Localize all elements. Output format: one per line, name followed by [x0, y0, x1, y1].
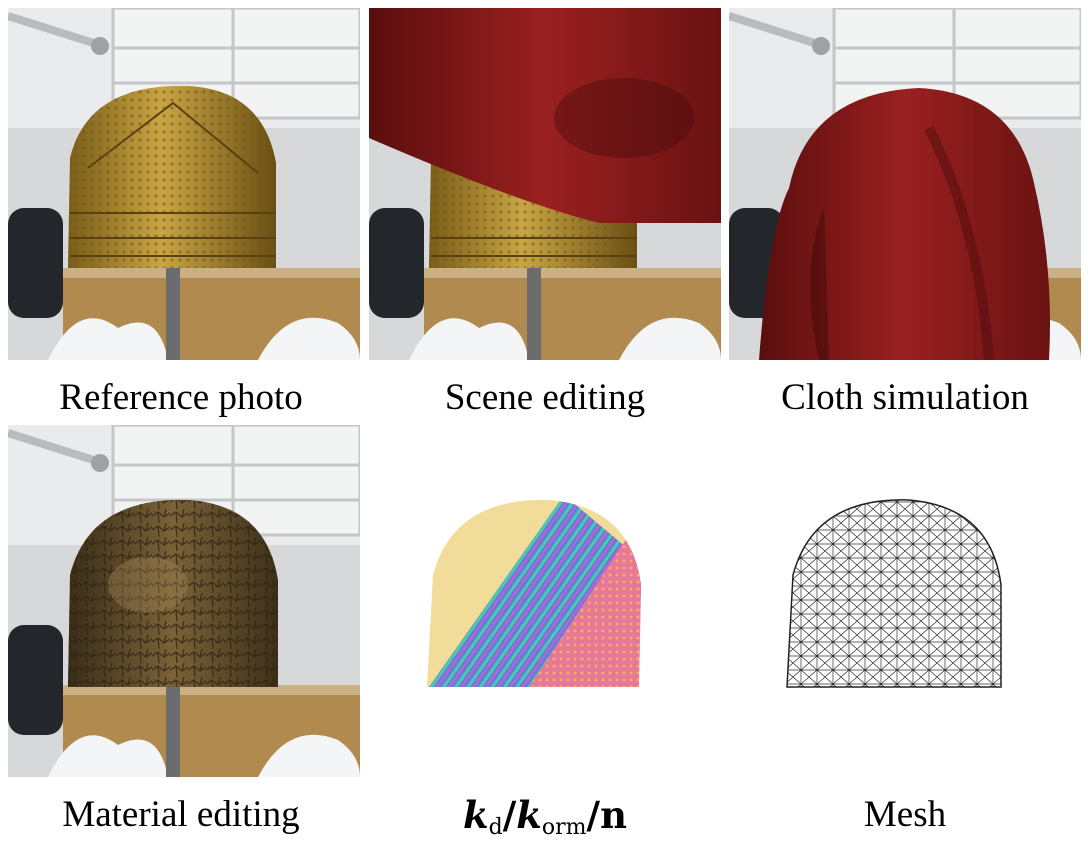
caption-scene-editing: Scene editing [444, 377, 646, 418]
caption-maps-d: d [488, 815, 503, 840]
cloth-simulation-image [729, 8, 1081, 360]
caption-maps: kd/korm/n [364, 793, 726, 850]
caption-maps-orm: orm [541, 815, 587, 840]
caption-material-editing: Material editing [62, 794, 300, 835]
material-editing-image [8, 425, 360, 777]
caption-maps-k: k [463, 793, 489, 837]
caption-maps-k2: k [516, 793, 542, 837]
caption-reference-photo: Reference photo [59, 377, 303, 418]
reference-photo-image [8, 8, 360, 360]
caption-maps-n: n [600, 793, 627, 837]
mesh-image [729, 425, 1081, 777]
caption-maps-sep2: / [586, 793, 601, 837]
caption-cloth-simulation: Cloth simulation [781, 377, 1029, 418]
caption-maps-sep1: / [502, 793, 517, 837]
kd-korm-n-maps-image [369, 425, 721, 777]
scene-editing-image [369, 8, 721, 360]
caption-mesh: Mesh [863, 794, 947, 835]
